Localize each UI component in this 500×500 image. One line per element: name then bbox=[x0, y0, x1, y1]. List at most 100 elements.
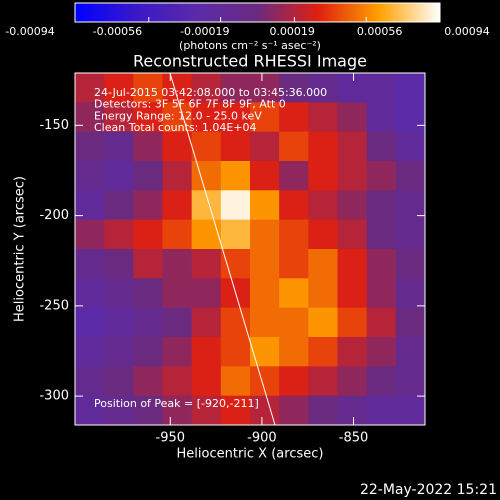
heatmap-cell bbox=[279, 395, 309, 426]
heatmap-cell bbox=[366, 102, 397, 133]
heatmap-cell bbox=[337, 337, 368, 367]
y-tick-label: -150 bbox=[39, 118, 69, 133]
heatmap-cell bbox=[308, 337, 338, 367]
heatmap-cell bbox=[162, 219, 193, 250]
heatmap-cell bbox=[337, 395, 368, 426]
heatmap-cell bbox=[395, 161, 426, 191]
heatmap-cell bbox=[308, 161, 338, 191]
heatmap-cell bbox=[250, 219, 280, 250]
heatmap-cell bbox=[75, 337, 105, 367]
heatmap-cell bbox=[337, 131, 368, 162]
heatmap-cell bbox=[220, 307, 251, 338]
heatmap-cell bbox=[162, 395, 193, 426]
heatmap-cell bbox=[250, 307, 280, 338]
heatmap-cell bbox=[104, 190, 134, 221]
heatmap-cell bbox=[104, 395, 134, 426]
x-tick-label: -950 bbox=[156, 431, 186, 446]
heatmap-cell bbox=[395, 73, 426, 103]
heatmap-cell bbox=[104, 249, 134, 279]
heatmap-cell bbox=[308, 278, 338, 309]
heatmap-cell bbox=[250, 278, 280, 309]
heatmap-cell bbox=[133, 102, 163, 133]
x-tick-label: -850 bbox=[339, 431, 369, 446]
heatmap-cell bbox=[104, 73, 134, 103]
heatmap-cell bbox=[133, 337, 163, 367]
heatmap-cell bbox=[162, 366, 193, 397]
heatmap-cell bbox=[162, 307, 193, 338]
heatmap-cell bbox=[162, 190, 193, 221]
colorbar-tick-label: 0.00056 bbox=[357, 25, 403, 38]
annotation: Energy Range: 12.0 - 25.0 keV bbox=[94, 109, 262, 122]
heatmap-cell bbox=[220, 366, 251, 397]
heatmap-cell bbox=[366, 190, 397, 221]
heatmap-cell bbox=[250, 190, 280, 221]
heatmap-cell bbox=[395, 102, 426, 133]
colorbar bbox=[74, 2, 441, 23]
heatmap-cell bbox=[191, 73, 222, 103]
heatmap-cell bbox=[250, 161, 280, 191]
colorbar-tick-label: -0.00094 bbox=[5, 25, 54, 38]
heatmap-cell bbox=[162, 337, 193, 367]
heatmap-cell bbox=[308, 131, 338, 162]
heatmap-cell bbox=[337, 190, 368, 221]
heatmap-cell bbox=[162, 249, 193, 279]
heatmap-cell bbox=[104, 278, 134, 309]
heatmap-cell bbox=[133, 131, 163, 162]
heatmap-cell bbox=[104, 131, 134, 162]
heatmap-cell bbox=[162, 131, 193, 162]
heatmap-cell bbox=[133, 278, 163, 309]
heatmap-cell bbox=[191, 161, 222, 191]
heatmap-cell bbox=[220, 161, 251, 191]
heatmap-cell bbox=[191, 102, 222, 133]
heatmap-cell bbox=[220, 219, 251, 250]
heatmap-cell bbox=[104, 366, 134, 397]
x-tick-label: -900 bbox=[247, 431, 277, 446]
heatmap-cell bbox=[75, 366, 105, 397]
heatmap-cell bbox=[75, 102, 105, 133]
heatmap-cell bbox=[395, 278, 426, 309]
heatmap-cell bbox=[75, 395, 105, 426]
heatmap-cell bbox=[337, 249, 368, 279]
heatmap-cell bbox=[133, 307, 163, 338]
heatmap-cell bbox=[250, 337, 280, 367]
heatmap-cell bbox=[191, 219, 222, 250]
heatmap-cell bbox=[366, 249, 397, 279]
annotation: Clean Total counts: 1.04E+04 bbox=[94, 121, 257, 134]
heatmap-cell bbox=[366, 307, 397, 338]
heatmap-cell bbox=[308, 307, 338, 338]
heatmap-cell bbox=[308, 102, 338, 133]
y-tick-label: -200 bbox=[39, 208, 69, 223]
heatmap-cell bbox=[104, 337, 134, 367]
heatmap-cell bbox=[250, 73, 280, 103]
heatmap-cell bbox=[366, 131, 397, 162]
heatmap-cell bbox=[366, 219, 397, 250]
peak-label: Position of Peak = [-920,-211] bbox=[94, 397, 259, 410]
heatmap-cell bbox=[366, 278, 397, 309]
heatmap-cell bbox=[220, 102, 251, 133]
heatmap-cell bbox=[75, 249, 105, 279]
heatmap-cell bbox=[220, 395, 251, 426]
heatmap-cell bbox=[75, 131, 105, 162]
heatmap-cell bbox=[191, 366, 222, 397]
heatmap-cell bbox=[104, 219, 134, 250]
heatmap-cell bbox=[308, 190, 338, 221]
colorbar-tick-label: -0.00056 bbox=[93, 25, 142, 38]
heatmap-cell bbox=[279, 249, 309, 279]
plot-frame bbox=[74, 72, 426, 426]
y-axis-label: Heliocentric Y (arcsec) bbox=[13, 176, 28, 322]
heatmap-cell bbox=[308, 249, 338, 279]
heatmap-cell bbox=[191, 395, 222, 426]
heatmap-cell bbox=[279, 190, 309, 221]
heatmap-cell bbox=[366, 161, 397, 191]
heatmap-cell bbox=[191, 249, 222, 279]
heatmap-cell bbox=[279, 307, 309, 338]
heatmap-cell bbox=[366, 337, 397, 367]
heatmap-cell bbox=[220, 190, 251, 221]
heatmap-cell bbox=[366, 366, 397, 397]
heatmap-cell bbox=[133, 73, 163, 103]
colorbar-tick-label: -0.00019 bbox=[180, 25, 229, 38]
heatmap-cell bbox=[162, 102, 193, 133]
heatmap-cell bbox=[308, 366, 338, 397]
heatmap-cell bbox=[104, 102, 134, 133]
heatmap-cell bbox=[279, 73, 309, 103]
